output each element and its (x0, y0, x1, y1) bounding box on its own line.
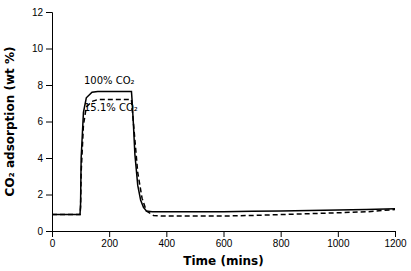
x-tick: 400 (158, 231, 175, 249)
y-tick-mark (46, 122, 52, 123)
x-tick-label: 800 (273, 238, 290, 249)
x-tick-mark (338, 231, 339, 237)
x-axis-title: Time (mins) (183, 254, 263, 268)
x-tick-mark (395, 231, 396, 237)
annotations: 100% CO₂ 15.1% CO₂ (84, 75, 138, 113)
y-tick: 10 (32, 43, 52, 54)
y-tick: 0 (37, 226, 52, 237)
y-axis: 0 2 4 6 8 10 12 (32, 7, 53, 237)
y-tick-mark (46, 158, 52, 159)
y-tick-mark (46, 231, 52, 232)
x-tick-mark (166, 231, 167, 237)
x-tick-label: 600 (216, 238, 233, 249)
x-axis-line (53, 232, 396, 238)
x-tick-label: 400 (158, 238, 175, 249)
plot-area: 0 200 400 600 800 1000 1200 0 2 4 6 8 10 12 100% CO₂ 15… (32, 7, 407, 249)
line (52, 100, 395, 216)
y-tick-label: 4 (37, 153, 43, 164)
chart: 0 200 400 600 800 1000 1200 0 2 4 6 8 10 12 100% CO₂ 15… (0, 0, 411, 271)
x-tick: 1200 (384, 231, 407, 249)
x-tick: 0 (50, 231, 56, 249)
y-tick: 6 (37, 116, 52, 127)
y-tick-mark (46, 85, 52, 86)
y-axis-line (46, 13, 53, 232)
line (52, 91, 395, 214)
y-axis-title: CO₂ adsorption (wt %) (3, 47, 17, 197)
y-tick-label: 0 (37, 226, 43, 237)
y-tick: 12 (32, 7, 52, 18)
x-tick: 600 (216, 231, 233, 249)
y-tick: 4 (37, 153, 52, 164)
y-tick: 8 (37, 80, 52, 91)
x-axis: 0 200 400 600 800 1000 1200 (50, 231, 407, 249)
y-tick-label: 10 (32, 43, 44, 54)
y-tick: 2 (37, 189, 52, 200)
y-tick-label: 6 (37, 116, 43, 127)
x-tick: 800 (273, 231, 290, 249)
x-tick-label: 1200 (384, 238, 407, 249)
y-tick-label: 2 (37, 189, 43, 200)
y-tick-label: 8 (37, 80, 43, 91)
y-tick-mark (46, 49, 52, 50)
x-tick-label: 0 (50, 238, 56, 249)
x-tick: 200 (101, 231, 118, 249)
x-tick-mark (109, 231, 110, 237)
lines (52, 91, 395, 216)
y-tick-label: 12 (32, 7, 44, 18)
x-tick-label: 1000 (327, 238, 350, 249)
annotation: 100% CO₂ (84, 75, 135, 86)
y-tick-mark (46, 195, 52, 196)
x-tick-mark (224, 231, 225, 237)
x-tick: 1000 (327, 231, 350, 249)
x-tick-mark (281, 231, 282, 237)
annotation: 15.1% CO₂ (84, 102, 138, 113)
y-tick-mark (46, 12, 52, 13)
x-tick-label: 200 (101, 238, 118, 249)
